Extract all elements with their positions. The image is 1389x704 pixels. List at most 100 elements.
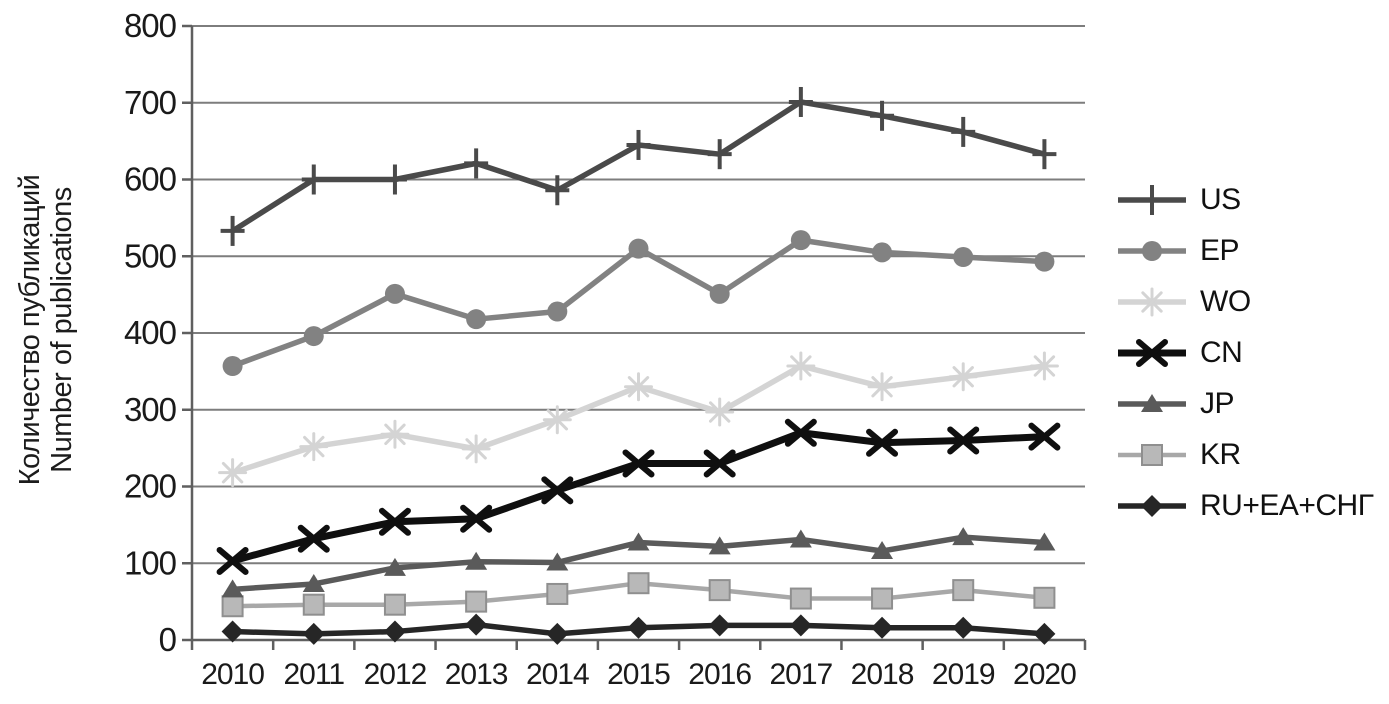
legend-item-KR: KR [1116,429,1373,480]
x-tick-label: 2017 [769,658,832,691]
x-tick-label: 2013 [445,658,508,691]
data-point-marker [871,587,894,610]
y-tick-label: 800 [124,7,177,44]
data-point-marker [953,247,974,268]
data-point-marker [302,622,325,645]
data-point-marker [545,175,570,206]
data-point-marker [1034,251,1055,272]
legend-label: CN [1200,335,1243,369]
data-point-marker [703,449,736,478]
data-point-marker [466,309,487,330]
data-point-marker [789,529,812,548]
data-point-marker [460,504,493,533]
data-point-marker [952,616,975,639]
legend-label: RU+EA+СНГ [1200,488,1374,522]
data-point-marker [303,326,324,347]
legend-marker-icon [1118,443,1186,466]
data-point-marker [708,536,731,555]
data-point-marker [1140,184,1164,215]
x-tick-label: 2011 [284,658,345,691]
data-point-marker [221,620,244,643]
data-point-marker [541,476,574,505]
data-point-marker [301,164,326,195]
data-point-marker [867,372,897,402]
y-tick-label: 200 [124,468,177,505]
data-point-marker [383,557,406,576]
data-point-marker [378,507,411,536]
data-point-marker [948,362,978,392]
data-point-marker [380,419,410,449]
legend-item-CN: CN [1116,327,1373,378]
legend-label: KR [1200,437,1241,471]
data-point-marker [461,434,491,464]
legend-marker-icon [1118,184,1186,215]
x-tick-label: 2015 [607,658,670,691]
legend-label: EP [1200,233,1240,267]
x-tick-label: 2018 [851,658,914,691]
data-point-marker [383,593,406,616]
y-tick-label: 300 [124,391,177,428]
x-tick-label: 2020 [1013,658,1076,691]
y-tick-label: 600 [124,161,177,198]
legend-item-EP: EP [1116,225,1373,276]
data-point-marker [870,100,895,131]
data-point-marker [872,242,893,263]
y-tick-label: 100 [124,544,177,581]
legend-label: WO [1200,284,1251,318]
data-point-marker [220,215,245,246]
data-point-marker [465,613,488,636]
legend-label: US [1200,182,1241,216]
x-tick-label: 2014 [526,658,589,691]
data-point-marker [789,587,812,610]
data-point-marker [1032,139,1057,170]
data-point-marker [871,616,894,639]
series-line-US [229,99,1048,234]
legend-marker-icon [1118,338,1186,367]
data-point-marker [866,428,899,457]
data-point-marker [786,351,816,381]
x-tick-label: 2012 [364,658,427,691]
data-point-marker [789,614,812,637]
data-point-marker [1136,338,1168,367]
data-point-marker [302,573,325,592]
data-point-marker [1033,532,1056,551]
data-point-marker [546,622,569,645]
legend-marker-icon [1118,494,1186,517]
legend-item-WO: WO [1116,276,1373,327]
data-point-marker [302,593,325,616]
data-point-marker [627,572,650,595]
data-point-marker [222,356,243,377]
data-point-marker [547,301,568,322]
data-point-marker [784,418,817,447]
legend-item-JP: JP [1116,378,1373,429]
data-point-marker [628,238,649,259]
data-point-marker [383,620,406,643]
data-point-marker [1033,622,1056,645]
data-point-marker [546,582,569,605]
series-line-EP [229,237,1048,369]
data-point-marker [464,148,489,179]
data-point-marker [221,595,244,618]
data-point-marker [465,551,488,570]
data-point-marker [871,540,894,559]
data-point-marker [708,579,731,602]
legend-item-RU+EA+СНГ: RU+EA+СНГ [1116,480,1374,531]
data-point-marker [626,129,651,160]
data-point-marker [951,116,976,147]
data-point-marker [622,449,655,478]
x-tick-label: 2016 [688,658,751,691]
legend-label: JP [1200,386,1235,420]
y-tick-label: 700 [124,84,177,121]
data-point-marker [790,230,811,251]
data-point-marker [218,458,248,488]
data-point-marker [708,614,731,637]
legend-item-US: US [1116,174,1373,225]
data-point-marker [1141,393,1163,412]
data-point-marker [947,426,980,455]
data-point-marker [382,164,407,195]
legend-marker-icon [1118,287,1186,316]
y-axis-title-ru: Количество публикаций [14,174,46,486]
data-point-marker [465,590,488,613]
data-point-marker [952,579,975,602]
x-tick-label: 2019 [932,658,995,691]
